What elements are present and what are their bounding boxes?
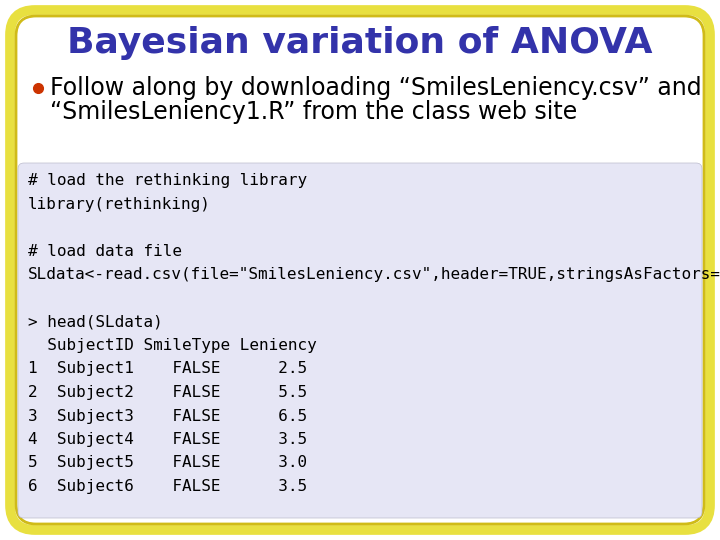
Text: Follow along by downloading “SmilesLeniency.csv” and: Follow along by downloading “SmilesLenie… [50, 76, 701, 100]
Text: Bayesian variation of ANOVA: Bayesian variation of ANOVA [67, 26, 653, 60]
Text: # load data file: # load data file [28, 244, 182, 259]
Text: 4  Subject4    FALSE      3.5: 4 Subject4 FALSE 3.5 [28, 432, 307, 447]
Text: # load the rethinking library: # load the rethinking library [28, 173, 307, 188]
Text: 5  Subject5    FALSE      3.0: 5 Subject5 FALSE 3.0 [28, 456, 307, 470]
Text: “SmilesLeniency1.R” from the class web site: “SmilesLeniency1.R” from the class web s… [50, 100, 577, 124]
FancyBboxPatch shape [18, 163, 702, 518]
Text: 6  Subject6    FALSE      3.5: 6 Subject6 FALSE 3.5 [28, 479, 307, 494]
Text: 2  Subject2    FALSE      5.5: 2 Subject2 FALSE 5.5 [28, 385, 307, 400]
Text: 3  Subject3    FALSE      6.5: 3 Subject3 FALSE 6.5 [28, 408, 307, 423]
FancyBboxPatch shape [10, 10, 710, 530]
Text: SubjectID SmileType Leniency: SubjectID SmileType Leniency [28, 338, 317, 353]
Text: > head(SLdata): > head(SLdata) [28, 314, 163, 329]
Text: 1  Subject1    FALSE      2.5: 1 Subject1 FALSE 2.5 [28, 361, 307, 376]
FancyBboxPatch shape [16, 16, 704, 524]
Text: SLdata<-read.csv(file="SmilesLeniency.csv",header=TRUE,stringsAsFactors=TRUE): SLdata<-read.csv(file="SmilesLeniency.cs… [28, 267, 720, 282]
Text: library(rethinking): library(rethinking) [28, 197, 211, 212]
